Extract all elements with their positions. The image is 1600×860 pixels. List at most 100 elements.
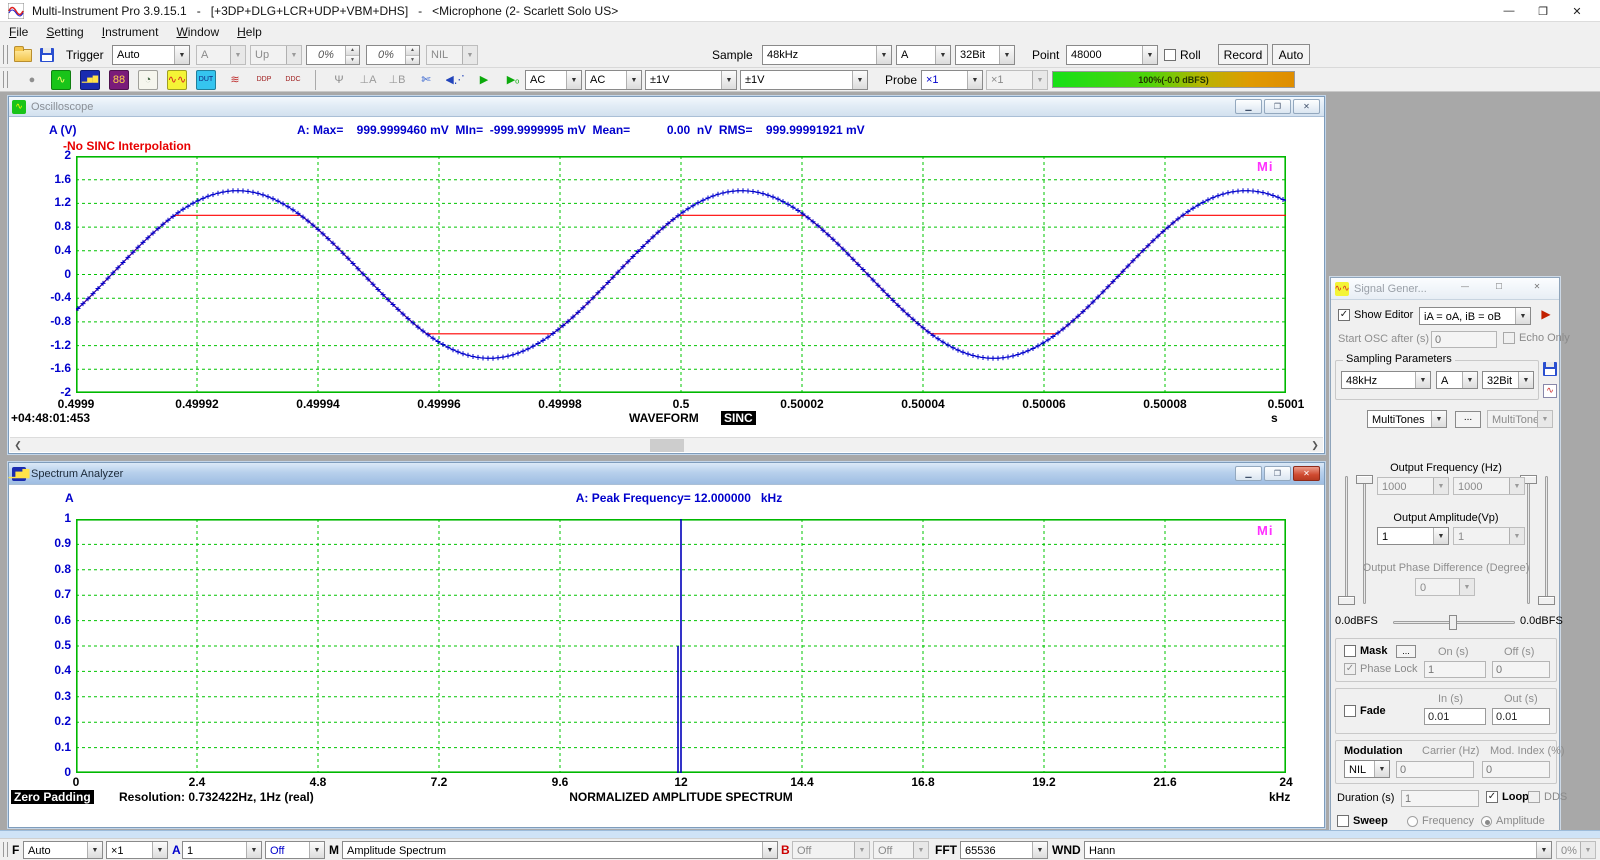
gen-sampling-rate-select[interactable]: 48kHz▼ bbox=[1341, 371, 1431, 389]
chevron-down-icon[interactable]: ▼ bbox=[852, 71, 867, 89]
menu-help[interactable]: Help bbox=[228, 22, 271, 41]
signal-generator-titlebar[interactable]: ∿∿ Signal Gener... — ☐ ✕ bbox=[1331, 278, 1559, 300]
carrier-field[interactable]: 0 bbox=[1396, 761, 1474, 778]
multiplier-select[interactable]: ×1▼ bbox=[106, 841, 168, 859]
amplitude-a-select[interactable]: 1▼ bbox=[1377, 527, 1449, 545]
mask-on-field[interactable]: 1 bbox=[1424, 661, 1486, 678]
edit-signal-icon[interactable]: ∿ bbox=[1543, 384, 1557, 398]
dds-checkbox[interactable]: DDS bbox=[1528, 791, 1567, 803]
menu-window[interactable]: Window bbox=[167, 22, 228, 41]
maximize-window-icon[interactable]: ❐ bbox=[1526, 0, 1560, 22]
spin-up-icon[interactable]: ▲ bbox=[346, 46, 359, 56]
titlebar[interactable]: Multi-Instrument Pro 3.9.15.1 - [+3DP+DL… bbox=[0, 0, 1600, 22]
trigger-hpf-select[interactable]: NIL▼ bbox=[426, 45, 478, 65]
run-loop-icon[interactable]: ▶ₒ bbox=[503, 70, 523, 90]
sweep-checkbox[interactable]: Sweep bbox=[1337, 815, 1388, 827]
chevron-down-icon[interactable]: ▼ bbox=[999, 46, 1014, 64]
chevron-down-icon[interactable]: ▼ bbox=[566, 71, 581, 89]
sweep-frequency-radio[interactable]: Frequency bbox=[1407, 815, 1474, 827]
record-length-select[interactable]: 48000▼ bbox=[1066, 45, 1158, 65]
mask-more-button[interactable]: ... bbox=[1396, 645, 1416, 658]
chevron-down-icon[interactable]: ▼ bbox=[87, 842, 102, 858]
chevron-down-icon[interactable]: ▼ bbox=[762, 842, 777, 858]
spectrum-analyzer-icon[interactable]: ▁▅▇ bbox=[80, 70, 100, 90]
ddc-icon[interactable]: DDC bbox=[283, 70, 303, 90]
record-button[interactable]: Record bbox=[1218, 44, 1268, 65]
minimize-window-icon[interactable]: — bbox=[1492, 0, 1526, 22]
trigger-delay-spinner[interactable]: 0%▲▼ bbox=[366, 45, 420, 65]
chevron-down-icon[interactable]: ▼ bbox=[1518, 372, 1533, 388]
restore-window-icon[interactable]: ☐ bbox=[1487, 282, 1511, 297]
restore-window-icon[interactable]: ❐ bbox=[1264, 99, 1291, 114]
coupling-a-select[interactable]: AC▼ bbox=[525, 70, 582, 90]
show-editor-checkbox[interactable]: Show Editor bbox=[1338, 309, 1413, 321]
oscilloscope-icon[interactable]: ∿ bbox=[51, 70, 71, 90]
save-file-icon[interactable] bbox=[40, 48, 54, 62]
probe-b-select[interactable]: ×1▼ bbox=[986, 70, 1048, 90]
duration-field[interactable]: 1 bbox=[1401, 790, 1479, 807]
window-function-select[interactable]: Hann▼ bbox=[1084, 841, 1552, 859]
menu-instrument[interactable]: Instrument bbox=[93, 22, 168, 41]
close-icon[interactable]: ✕ bbox=[1293, 466, 1320, 481]
stop-icon[interactable]: ● bbox=[22, 70, 42, 90]
minimize-window-icon[interactable]: ▁ bbox=[1235, 466, 1262, 481]
osc-sinc-toggle[interactable]: SINC bbox=[721, 411, 756, 425]
gain-a-select[interactable]: 1▼ bbox=[182, 841, 262, 859]
chevron-down-icon[interactable]: ▼ bbox=[1515, 308, 1530, 324]
chevron-down-icon[interactable]: ▼ bbox=[174, 46, 189, 64]
ref-a-select[interactable]: Off▼ bbox=[265, 841, 325, 859]
chevron-down-icon[interactable]: ▼ bbox=[1433, 528, 1448, 544]
amplitude-fader-b-coarse[interactable] bbox=[1545, 476, 1548, 604]
range-a-select[interactable]: ±1V▼ bbox=[645, 70, 737, 90]
overlap-select[interactable]: 0%▼ bbox=[1556, 841, 1596, 859]
fade-checkbox[interactable]: Fade bbox=[1344, 705, 1386, 717]
fade-out-field[interactable]: 0.01 bbox=[1492, 708, 1550, 725]
auto-scale-button[interactable]: Auto bbox=[1272, 44, 1310, 65]
fader-thumb[interactable] bbox=[1538, 596, 1555, 605]
spin-down-icon[interactable]: ▼ bbox=[346, 56, 359, 65]
restore-window-icon[interactable]: ❐ bbox=[1264, 466, 1291, 481]
close-icon[interactable]: ✕ bbox=[1293, 99, 1320, 114]
waveform-more-button[interactable]: ... bbox=[1455, 411, 1481, 428]
roll-checkbox[interactable]: Roll bbox=[1164, 48, 1201, 62]
bit-depth-select[interactable]: 32Bit▼ bbox=[955, 45, 1015, 65]
generator-run-icon[interactable]: ▶ bbox=[1537, 307, 1555, 325]
multimeter-icon[interactable]: 88 bbox=[109, 70, 129, 90]
sampling-rate-select[interactable]: 48kHz▼ bbox=[762, 45, 892, 65]
trigger-level-spinner[interactable]: 0%▲▼ bbox=[306, 45, 360, 65]
minimize-window-icon[interactable]: ▁ bbox=[1235, 99, 1262, 114]
phase-lock-checkbox[interactable]: Phase Lock bbox=[1344, 663, 1417, 675]
scroll-left-icon[interactable]: ❮ bbox=[10, 438, 26, 453]
spin-up-icon[interactable]: ▲ bbox=[406, 46, 419, 56]
balance-slider-thumb[interactable] bbox=[1449, 615, 1457, 630]
probe-calibration-icon[interactable]: ✄ bbox=[416, 70, 436, 90]
ref-b-select[interactable]: Off▼ bbox=[873, 841, 929, 859]
trigger-edge-select[interactable]: Up▼ bbox=[250, 45, 302, 65]
fader-thumb[interactable] bbox=[1356, 475, 1373, 484]
run-icon[interactable]: ▶ bbox=[474, 70, 494, 90]
amplitude-b-select[interactable]: 1▼ bbox=[1453, 527, 1525, 545]
menu-setting[interactable]: Setting bbox=[37, 22, 92, 41]
sampling-channel-select[interactable]: A▼ bbox=[896, 45, 951, 65]
toolbar-grip[interactable] bbox=[3, 71, 8, 88]
minimize-window-icon[interactable]: — bbox=[1453, 282, 1477, 297]
open-file-icon[interactable] bbox=[14, 49, 32, 62]
phase-difference-select[interactable]: 0▼ bbox=[1415, 578, 1475, 596]
chevron-down-icon[interactable]: ▼ bbox=[309, 842, 324, 858]
start-osc-field[interactable]: 0 bbox=[1431, 331, 1497, 348]
chevron-down-icon[interactable]: ▼ bbox=[935, 46, 950, 64]
averaging-select[interactable]: Auto▼ bbox=[23, 841, 103, 859]
chevron-down-icon[interactable]: ▼ bbox=[246, 842, 261, 858]
scroll-right-icon[interactable]: ❯ bbox=[1307, 438, 1323, 453]
signal-generator-icon[interactable]: ∿∿ bbox=[167, 70, 187, 90]
close-window-icon[interactable]: ✕ bbox=[1560, 0, 1594, 22]
spin-down-icon[interactable]: ▼ bbox=[406, 56, 419, 65]
device-test-plan-icon[interactable]: DUT bbox=[196, 70, 216, 90]
amplitude-fader-a-fine[interactable] bbox=[1363, 476, 1366, 604]
sweep-amplitude-radio[interactable]: Amplitude bbox=[1481, 815, 1545, 827]
chevron-down-icon[interactable]: ▼ bbox=[721, 71, 736, 89]
gen-channel-select[interactable]: A▼ bbox=[1436, 371, 1478, 389]
amplitude-fader-b-fine[interactable] bbox=[1527, 476, 1530, 604]
sound-output-icon[interactable]: ◀⋰ bbox=[445, 70, 465, 90]
spectrogram-icon[interactable]: ◔ bbox=[138, 70, 158, 90]
